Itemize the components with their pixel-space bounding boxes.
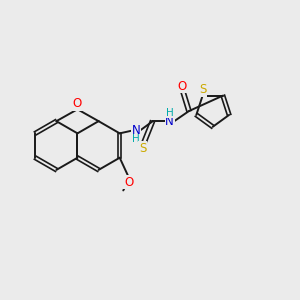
Text: N: N bbox=[165, 115, 174, 128]
Text: O: O bbox=[124, 176, 133, 189]
Text: N: N bbox=[132, 124, 140, 137]
Text: S: S bbox=[200, 83, 207, 96]
Text: O: O bbox=[177, 80, 186, 93]
Text: S: S bbox=[139, 142, 146, 155]
Text: O: O bbox=[73, 98, 82, 110]
Text: H: H bbox=[132, 134, 140, 144]
Text: H: H bbox=[166, 108, 173, 118]
